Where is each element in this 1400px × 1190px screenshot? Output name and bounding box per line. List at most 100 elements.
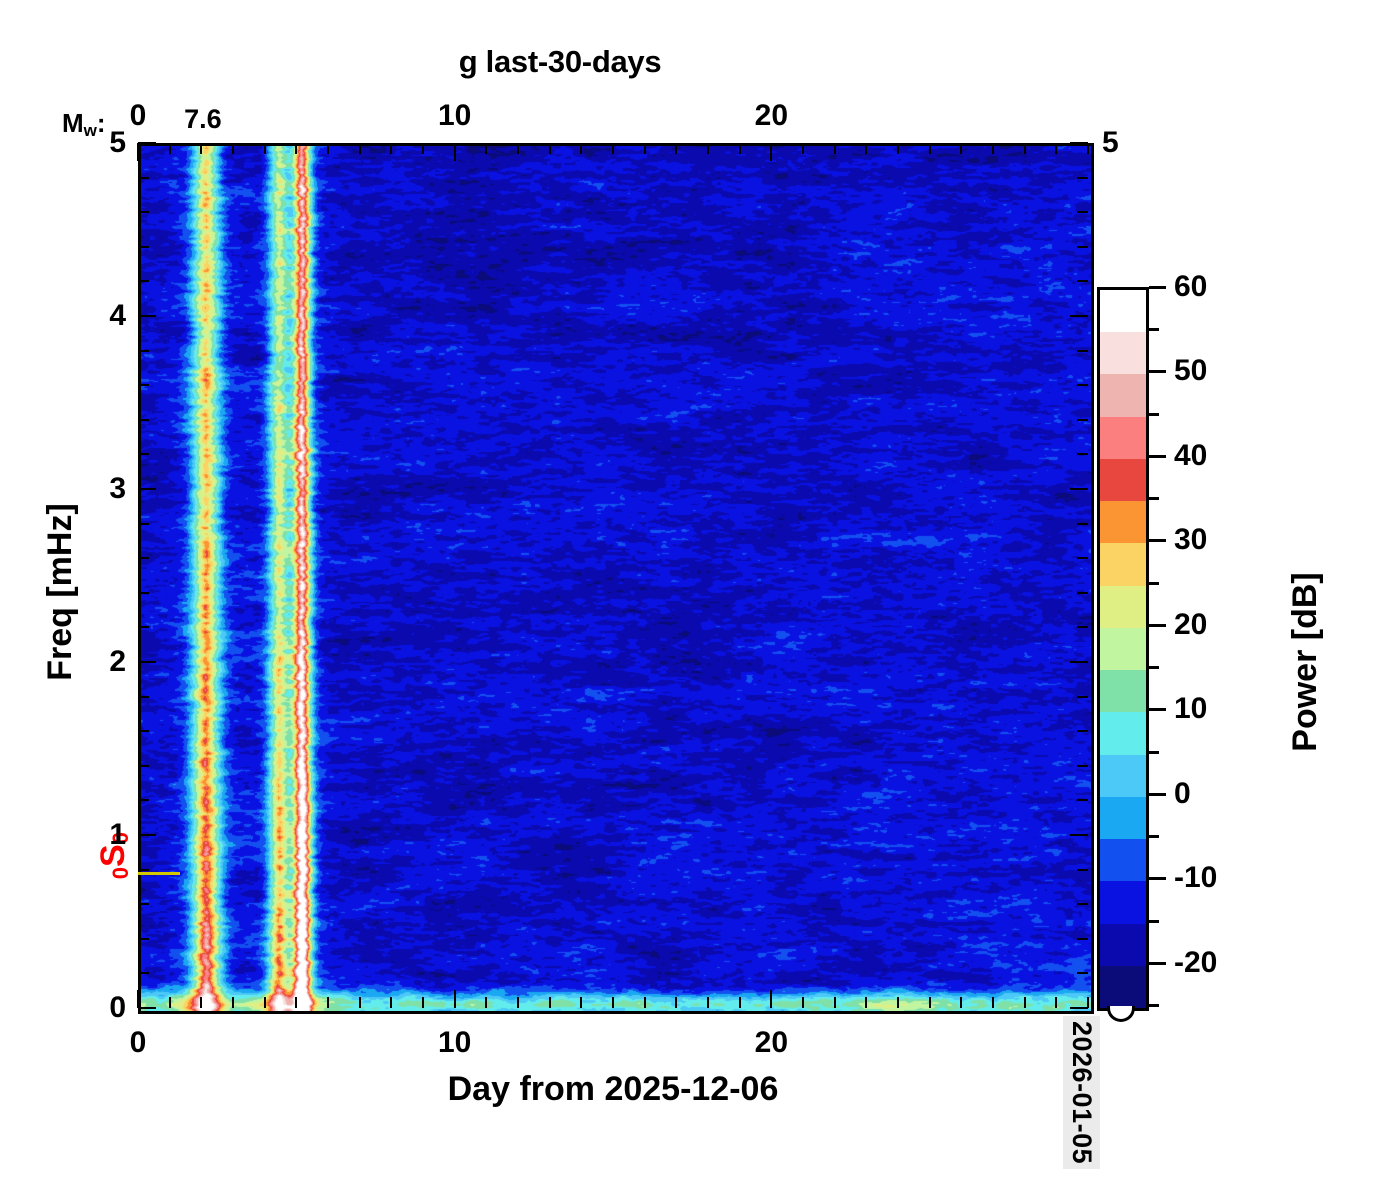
colorbar-title: Power [dB] [1286,572,1324,752]
y-tick-major [138,661,156,663]
y-tick-label: 5 [109,126,126,159]
colorbar-band [1100,965,1146,1008]
y-tick-right-minor [1077,176,1088,179]
y-tick-right-minor [1077,245,1088,248]
colorbar-tick-minor [1149,581,1159,585]
x-tick-top-minor [960,143,963,154]
colorbar-tick-label: 10 [1174,692,1208,726]
colorbar-tick-label: 50 [1174,354,1208,388]
y-tick-major [138,834,156,836]
colorbar[interactable] [1097,287,1149,1011]
x-tick-minor [675,997,678,1008]
colorbar-tick-major [1149,961,1166,965]
x-tick-top-minor [548,143,551,154]
y-tick-minor [138,799,149,802]
x-tick-top-minor [675,143,678,154]
colorbar-tick-minor [1149,835,1159,839]
colorbar-tick-major [1149,792,1166,796]
colorbar-tick-major [1149,454,1166,458]
y-tick-right-minor [1077,695,1088,698]
x-tick-major [137,990,139,1008]
x-tick-minor [200,997,203,1008]
colorbar-band [1100,290,1146,333]
x-tick-minor [548,997,551,1008]
x-tick-label: 20 [754,1026,789,1059]
spectrogram-image[interactable] [141,146,1091,1011]
spectrogram-plot-area[interactable] [138,143,1094,1014]
colorbar-tick-minor [1149,412,1159,416]
top-axis-magnitude-label: Mw: [62,108,106,140]
y-tick-minor [138,626,149,629]
y-tick-label: 4 [109,299,126,332]
y-tick-minor [138,557,149,560]
y-tick-major [138,488,156,490]
colorbar-tick-minor [1149,750,1159,754]
x-tick-minor [865,997,868,1008]
y-tick-right-minor [1077,349,1088,352]
magnitude-annotation: 7.6 [184,104,222,134]
y-tick-label: 0 [109,991,126,1024]
y-tick-minor [138,695,149,698]
colorbar-tick-major [1149,370,1166,374]
x-tick-minor [928,997,931,1008]
colorbar-tick-label: 60 [1174,270,1208,303]
y-tick-right-minor [1077,418,1088,421]
colorbar-band [1100,627,1146,671]
x-tick-top-minor [833,143,836,154]
colorbar-tick-label: 0 [1174,776,1191,810]
x-tick-minor [992,997,994,1008]
y-tick-minor [138,280,149,283]
colorbar-tick-major [1149,539,1166,543]
x-tick-top-minor [928,143,931,154]
y-tick-minor [138,972,149,975]
x-tick-top-minor [1055,143,1058,154]
colorbar-band [1100,543,1146,586]
x-tick-top-minor [992,143,994,154]
x-top-tick-label: 0 [129,99,147,132]
colorbar-band [1100,458,1146,502]
y-tick-right-minor [1077,280,1088,283]
y-tick-minor [138,591,149,594]
x-tick-minor [390,997,393,1008]
x-top-tick-label: 10 [437,99,472,132]
x-tick-top-minor [485,143,488,154]
y-tick-right-minor [1077,972,1088,975]
colorbar-band [1100,585,1146,628]
x-tick-minor [833,997,836,1008]
y-tick-minor [138,453,149,456]
colorbar-tick-minor [1149,328,1159,332]
x-tick-label: 0 [129,1026,147,1059]
x-tick-minor [612,997,614,1008]
x-top-tick-label: 20 [754,99,789,132]
y-tick-major [138,315,156,317]
x-tick-top-minor [263,143,266,154]
end-date-label: 2026-01-05 [1063,1016,1100,1170]
x-tick-minor [517,997,519,1008]
y-tick-right-major [1070,661,1088,663]
y-tick-minor [138,245,149,248]
y-tick-right-major [1070,834,1088,836]
x-tick-minor [422,997,424,1008]
colorbar-band [1100,754,1146,797]
y-tick-right-minor [1077,453,1088,456]
x-tick-top-minor [707,143,709,154]
y-tick-minor [138,349,149,352]
colorbar-tick-major [1149,877,1166,881]
y-tick-right-minor [1077,868,1088,871]
colorbar-tick-label: -10 [1174,861,1218,895]
y-tick-right-minor [1077,764,1088,767]
colorbar-tick-major [1149,623,1166,627]
y-tick-minor [138,937,149,940]
x-tick-top-major [453,143,456,161]
x-tick-top-minor [1087,143,1089,154]
colorbar-band [1100,796,1146,840]
x-tick-minor [802,997,804,1008]
y-tick-label: 3 [109,472,126,505]
x-tick-top-minor [612,143,614,154]
mode-marker-tick [138,872,180,875]
x-tick-top-minor [390,143,393,154]
mode-marker-sub-pre: 0 [107,866,133,880]
y-tick-right-minor [1077,626,1088,629]
y-tick-label: 1 [109,818,126,851]
x-tick-top-minor [1023,143,1026,154]
